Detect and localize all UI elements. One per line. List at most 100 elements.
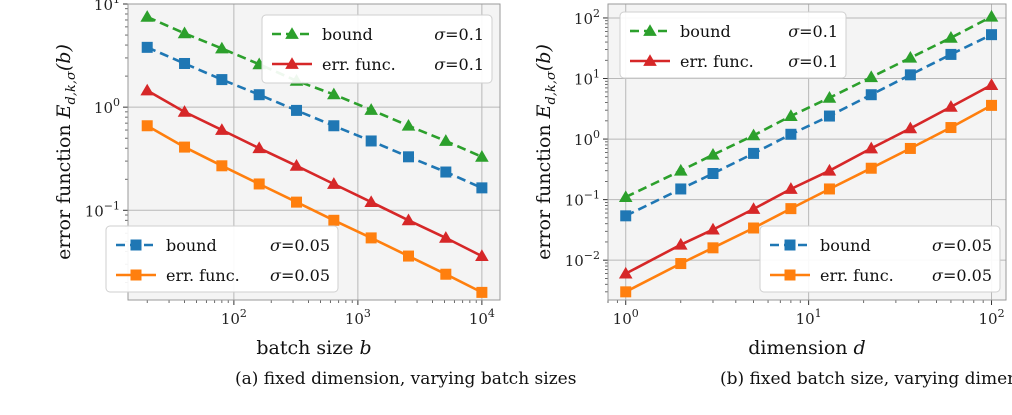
data-point — [945, 48, 957, 60]
chart-panel-1: 102 103 104 101 100 10−1 bound σ=0.1 err. func. σ… — [53, 0, 576, 389]
legend-sigma: σ=0.1 — [788, 52, 838, 71]
data-point — [822, 163, 837, 176]
data-point — [748, 222, 760, 234]
legend-bottom-left: bound σ=0.05 err. func. σ=0.05 — [105, 225, 339, 293]
legend-label: err. func. — [166, 266, 240, 285]
data-point — [215, 41, 229, 54]
data-point — [476, 286, 488, 298]
legend-bottom-right: bound σ=0.05 err. func. σ=0.05 — [759, 225, 1001, 293]
data-point — [327, 87, 341, 100]
legend-sigma: σ=0.1 — [434, 25, 484, 44]
data-point — [675, 258, 687, 270]
data-point — [215, 123, 229, 135]
legend-sigma: σ=0.1 — [434, 55, 484, 74]
data-point — [618, 266, 633, 279]
data-point — [986, 29, 998, 41]
data-point — [141, 120, 153, 132]
data-point — [364, 195, 378, 208]
legend-swatch-marker — [130, 269, 142, 281]
x-tick-label: 102 — [978, 307, 1004, 328]
data-point — [289, 159, 304, 171]
legend-box — [261, 14, 493, 84]
data-point — [365, 232, 377, 244]
data-point — [675, 183, 687, 195]
data-point — [784, 182, 798, 194]
data-point — [864, 70, 879, 83]
plot-frame — [127, 3, 501, 301]
legend-box — [759, 225, 1001, 293]
y-tick-label: 100 — [94, 96, 120, 117]
legend-sigma: σ=0.05 — [932, 266, 992, 285]
x-tick-label: 101 — [796, 307, 822, 328]
legend-sigma: σ=0.05 — [270, 236, 330, 255]
data-point — [364, 103, 378, 115]
x-tick-label: 102 — [221, 307, 247, 328]
y-tick-label: 10−1 — [565, 189, 600, 210]
data-point — [944, 100, 958, 112]
y-axis-label: error function Ed,k,σ(b) — [53, 44, 79, 260]
data-point — [401, 213, 416, 226]
legend-swatch-marker — [784, 239, 796, 251]
data-point — [475, 150, 489, 162]
data-point — [253, 89, 265, 101]
data-point — [365, 135, 377, 147]
legend-label: err. func. — [820, 266, 894, 285]
x-axis-label: dimension d — [748, 337, 865, 359]
data-point — [864, 141, 879, 154]
data-point — [179, 57, 191, 69]
legend-swatch-marker — [285, 27, 299, 39]
legend-swatch-marker — [643, 24, 657, 36]
data-point — [822, 91, 837, 103]
legend-label: err. func. — [680, 52, 754, 71]
data-point — [177, 26, 192, 39]
data-point — [707, 242, 719, 254]
series-2 — [140, 83, 489, 261]
series-1 — [140, 10, 489, 162]
legend-swatch-marker — [285, 57, 299, 69]
data-point — [823, 183, 835, 195]
data-point — [618, 190, 633, 203]
x-tick-label: 104 — [469, 307, 495, 328]
data-point — [140, 83, 155, 96]
data-point — [673, 163, 688, 176]
x-tick-label: 100 — [613, 307, 639, 328]
y-tick-label: 100 — [574, 128, 600, 149]
data-point — [216, 74, 228, 86]
y-tick-label: 101 — [94, 0, 120, 14]
data-point — [673, 237, 688, 250]
data-point — [784, 109, 798, 121]
legend-swatch-marker — [643, 54, 657, 66]
series-4 — [141, 120, 488, 298]
x-axis-label: batch size b — [256, 337, 371, 359]
legend-label: err. func. — [322, 55, 396, 74]
figure-caption: (a) fixed dimension, varying batch sizes — [235, 369, 576, 389]
legend-label: bound — [680, 22, 731, 41]
data-point — [904, 142, 916, 154]
data-point — [291, 104, 303, 116]
chart-panel-2: 100 101 102 102 101 100 10−1 10−2 bound σ=0.1 err.… — [533, 3, 1012, 389]
y-tick-label: 10−1 — [85, 199, 120, 220]
data-point — [865, 89, 877, 101]
series-line — [146, 124, 483, 294]
data-point — [986, 99, 998, 111]
series-line — [146, 46, 483, 190]
series-4 — [620, 99, 998, 298]
legend-box — [619, 11, 847, 79]
y-tick-label: 101 — [574, 68, 600, 89]
data-point — [476, 182, 488, 194]
series-line — [625, 15, 993, 199]
legend-top-left: bound σ=0.1 err. func. σ=0.1 — [619, 11, 847, 79]
y-tick-label: 10−2 — [565, 249, 600, 270]
series-1 — [618, 9, 999, 203]
data-point — [140, 10, 155, 22]
data-point — [706, 147, 720, 160]
series-2 — [618, 78, 999, 279]
series-3 — [141, 41, 488, 194]
data-point — [945, 122, 957, 134]
data-point — [748, 147, 760, 159]
legend-box — [105, 225, 339, 293]
data-point — [216, 160, 228, 172]
data-point — [706, 222, 720, 235]
series-line — [146, 15, 483, 158]
